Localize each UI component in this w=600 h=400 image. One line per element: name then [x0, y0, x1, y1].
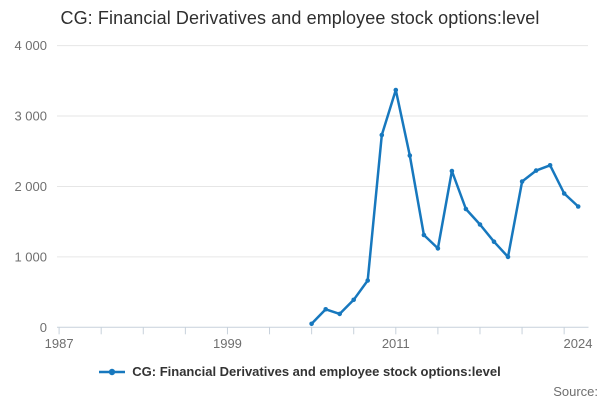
series-line	[310, 88, 580, 326]
legend-item[interactable]: CG: Financial Derivatives and employee s…	[0, 364, 600, 379]
data-point	[463, 206, 469, 212]
data-point	[533, 168, 539, 173]
data-point	[309, 321, 314, 327]
data-point	[435, 246, 441, 251]
legend-line-marker-icon	[99, 368, 126, 375]
source-text: Source:	[553, 384, 598, 399]
data-point	[505, 254, 511, 260]
y-axis-tick-label: 3 000	[14, 109, 47, 124]
y-axis-tick-label: 4 000	[14, 38, 47, 53]
y-axis-tick-label: 2 000	[14, 179, 47, 194]
x-axis-tick-label: 1999	[213, 336, 242, 351]
y-axis-tick-label: 0	[40, 320, 47, 335]
data-point	[351, 297, 357, 303]
data-point	[323, 307, 329, 312]
legend-label: CG: Financial Derivatives and employee s…	[132, 364, 501, 379]
source-label: Source:	[553, 384, 598, 399]
data-point	[519, 179, 525, 184]
data-point	[547, 163, 553, 168]
data-point	[491, 239, 497, 244]
x-axis-tick-label: 2011	[382, 336, 410, 351]
x-axis-tick-label: 2024	[564, 336, 593, 351]
data-point	[477, 222, 483, 227]
data-point	[337, 311, 343, 317]
data-point	[379, 132, 385, 138]
data-point	[393, 87, 399, 93]
chart-title: CG: Financial Derivatives and employee s…	[60, 8, 540, 28]
data-point	[561, 191, 567, 196]
x-axis-tick-label: 1987	[45, 336, 74, 351]
data-point	[575, 204, 581, 209]
data-point	[407, 153, 413, 158]
data-point	[449, 168, 455, 174]
data-point	[365, 278, 371, 283]
data-point	[421, 232, 427, 238]
y-axis-tick-label: 1 000	[14, 249, 47, 264]
